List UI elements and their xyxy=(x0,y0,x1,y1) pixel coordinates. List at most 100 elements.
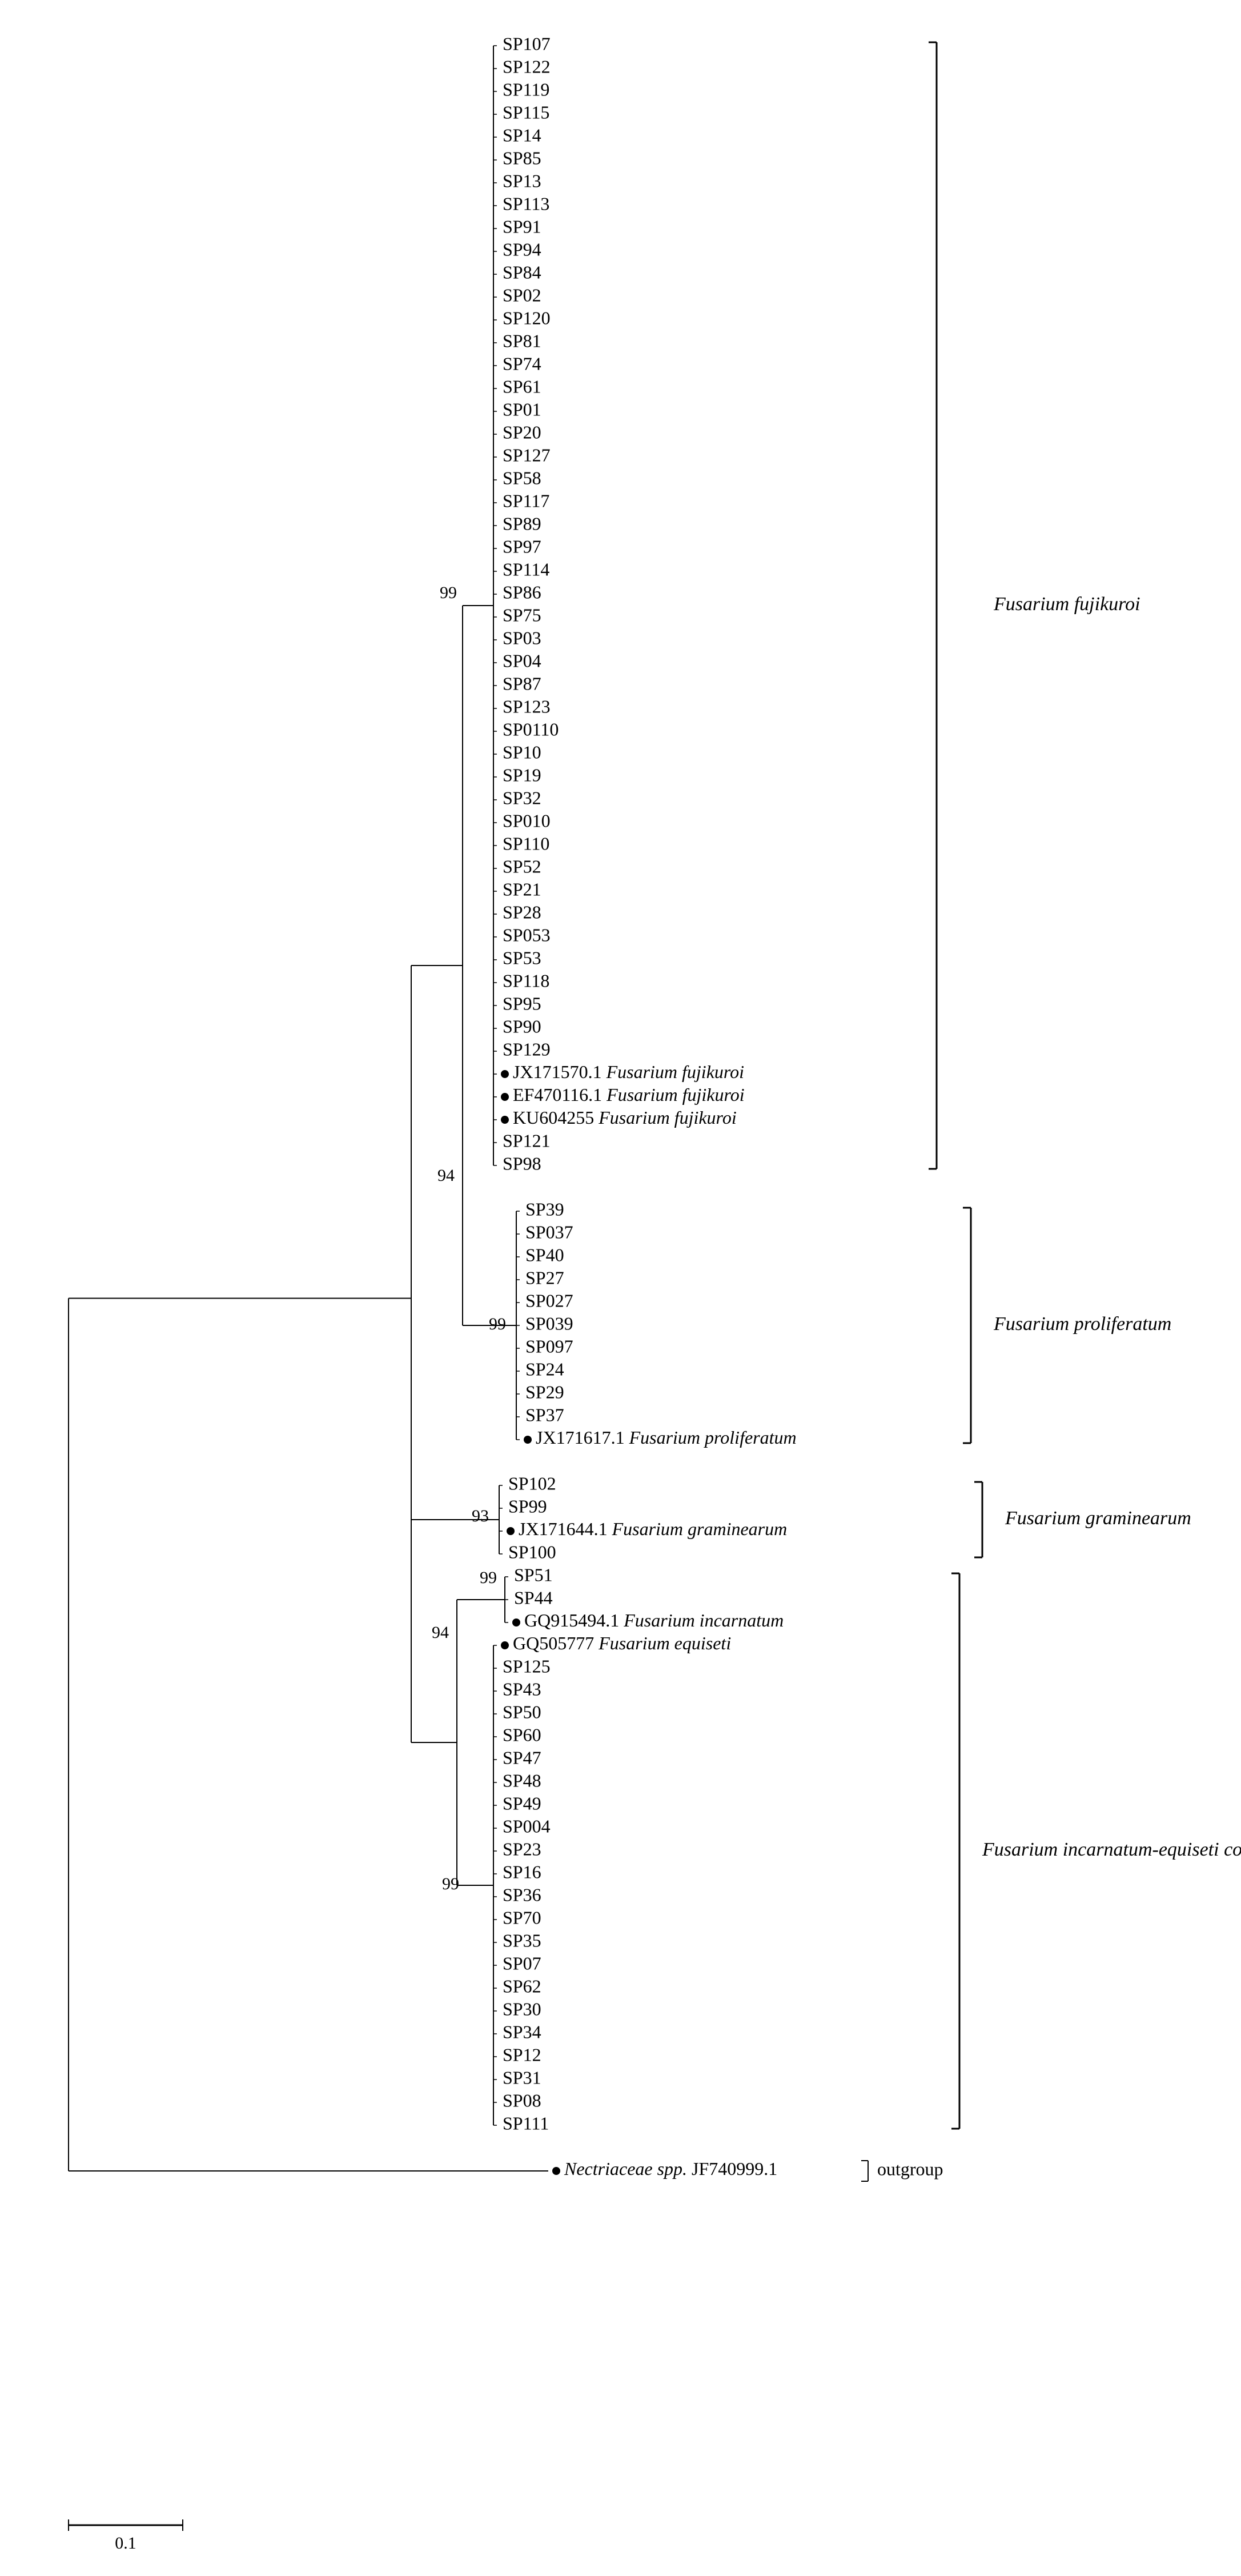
tip-equiseti: SP004 xyxy=(503,1816,551,1836)
tip-fujikuroi: SP85 xyxy=(503,147,541,168)
tip-fujikuroi: SP75 xyxy=(503,604,541,625)
tip-equiseti: SP48 xyxy=(503,1770,541,1790)
tip-outgroup: Nectriaceae spp. JF740999.1 xyxy=(564,2158,777,2179)
tip-equiseti: SP62 xyxy=(503,1976,541,1996)
tip-equiseti: SP31 xyxy=(503,2067,541,2088)
tip-equiseti: SP08 xyxy=(503,2090,541,2110)
tip-graminearum: SP100 xyxy=(508,1541,556,1562)
tip-fujikuroi: SP97 xyxy=(503,536,541,556)
tip-equiseti: SP23 xyxy=(503,1838,541,1859)
tip-fujikuroi: SP89 xyxy=(503,513,541,534)
tip-graminearum: SP102 xyxy=(508,1473,556,1493)
tip-fujikuroi: SP98 xyxy=(503,1153,541,1173)
tip-graminearum: SP99 xyxy=(508,1496,547,1516)
tip-equiseti: SP35 xyxy=(503,1930,541,1950)
tip-fujikuroi: SP107 xyxy=(503,33,551,54)
tip-fujikuroi: SP120 xyxy=(503,307,551,328)
group-label-incarnatum-equiseti: Fusarium incarnatum-equiseti complex xyxy=(982,1839,1241,1860)
group-label-proliferatum: Fusarium proliferatum xyxy=(993,1313,1171,1335)
tip-fujikuroi: SP14 xyxy=(503,125,541,145)
tip-fujikuroi: EF470116.1 Fusarium fujikuroi xyxy=(513,1084,745,1105)
tip-equiseti: SP60 xyxy=(503,1724,541,1745)
tip-fujikuroi: SP58 xyxy=(503,467,541,488)
tip-proliferatum: SP24 xyxy=(525,1359,564,1379)
tip-equiseti: SP70 xyxy=(503,1907,541,1928)
tip-fujikuroi: SP32 xyxy=(503,787,541,808)
scale-bar-label: 0.1 xyxy=(115,2534,136,2553)
tip-fujikuroi: SP0110 xyxy=(503,719,559,739)
bootstrap-value: 94 xyxy=(432,1623,449,1642)
tip-fujikuroi: SP03 xyxy=(503,627,541,648)
tip-proliferatum: SP027 xyxy=(525,1290,573,1311)
tip-equiseti: SP07 xyxy=(503,1953,541,1973)
group-label-fujikuroi: Fusarium fujikuroi xyxy=(993,594,1140,615)
tip-fujikuroi: SP52 xyxy=(503,856,541,876)
tip-equiseti: SP125 xyxy=(503,1656,551,1676)
tip-fujikuroi: SP28 xyxy=(503,902,541,922)
tip-fujikuroi: SP123 xyxy=(503,696,551,716)
tip-fujikuroi: SP110 xyxy=(503,833,549,854)
tip-fujikuroi: SP119 xyxy=(503,79,549,99)
tip-equiseti: SP50 xyxy=(503,1701,541,1722)
tip-equiseti: SP47 xyxy=(503,1747,541,1768)
tip-equiseti: SP12 xyxy=(503,2044,541,2065)
tip-equiseti: SP43 xyxy=(503,1678,541,1699)
tip-fujikuroi: SP95 xyxy=(503,993,541,1013)
tip-proliferatum: SP037 xyxy=(525,1221,573,1242)
tip-equiseti: SP16 xyxy=(503,1861,541,1882)
group-label-outgroup: outgroup xyxy=(877,2158,943,2179)
tip-fujikuroi: SP13 xyxy=(503,170,541,191)
tip-fujikuroi: SP10 xyxy=(503,742,541,762)
bootstrap-value: 94 xyxy=(437,1166,455,1185)
tip-fujikuroi: SP04 xyxy=(503,650,541,671)
tip-fujikuroi: SP01 xyxy=(503,399,541,419)
tip-fujikuroi: SP87 xyxy=(503,673,541,694)
tip-fujikuroi: SP91 xyxy=(503,216,541,237)
tip-graminearum: JX171644.1 Fusarium graminearum xyxy=(519,1519,787,1539)
tip-fujikuroi: KU604255 Fusarium fujikuroi xyxy=(513,1107,737,1128)
tip-fujikuroi: SP20 xyxy=(503,422,541,442)
tip-proliferatum: SP27 xyxy=(525,1267,564,1288)
tip-equiseti: SP49 xyxy=(503,1793,541,1813)
tip-proliferatum: SP039 xyxy=(525,1313,573,1333)
tip-fujikuroi: SP86 xyxy=(503,582,541,602)
tip-fujikuroi: SP84 xyxy=(503,262,541,282)
tip-equiseti: SP34 xyxy=(503,2021,541,2042)
tip-fujikuroi: SP81 xyxy=(503,330,541,351)
tip-proliferatum: SP37 xyxy=(525,1404,564,1425)
tip-fujikuroi: SP114 xyxy=(503,559,549,579)
bootstrap-value: 99 xyxy=(489,1315,506,1333)
tip-fujikuroi: SP010 xyxy=(503,810,551,831)
tip-fujikuroi: SP118 xyxy=(503,970,549,991)
group-label-graminearum: Fusarium graminearum xyxy=(1005,1508,1191,1529)
tip-proliferatum: SP40 xyxy=(525,1244,564,1265)
phylogenetic-tree: SP107SP122SP119SP115SP14SP85SP13SP113SP9… xyxy=(0,0,1241,2576)
tip-fujikuroi: SP21 xyxy=(503,879,541,899)
tip-fujikuroi: SP94 xyxy=(503,239,541,259)
tip-fujikuroi: SP053 xyxy=(503,924,551,945)
tip-fujikuroi: JX171570.1 Fusarium fujikuroi xyxy=(513,1061,744,1082)
tip-fujikuroi: SP02 xyxy=(503,285,541,305)
tip-proliferatum: SP29 xyxy=(525,1381,564,1402)
bootstrap-value: 99 xyxy=(440,583,457,602)
tip-fujikuroi: SP121 xyxy=(503,1130,551,1151)
tip-fujikuroi: SP129 xyxy=(503,1039,551,1059)
tip-incarnatum: GQ915494.1 Fusarium incarnatum xyxy=(524,1610,784,1630)
tip-fujikuroi: SP74 xyxy=(503,353,541,374)
tip-fujikuroi: SP127 xyxy=(503,444,551,465)
tip-equiseti: SP111 xyxy=(503,2113,549,2133)
bootstrap-value: 99 xyxy=(480,1568,497,1587)
tip-proliferatum: SP39 xyxy=(525,1199,564,1219)
tip-fujikuroi: SP53 xyxy=(503,947,541,968)
tip-equiseti: SP30 xyxy=(503,1998,541,2019)
tip-equiseti: SP36 xyxy=(503,1884,541,1905)
tip-fujikuroi: SP113 xyxy=(503,193,549,214)
tip-incarnatum: SP44 xyxy=(514,1587,553,1608)
tip-fujikuroi: SP115 xyxy=(503,102,549,122)
tip-incarnatum: SP51 xyxy=(514,1564,553,1585)
tip-fujikuroi: SP61 xyxy=(503,376,541,396)
bootstrap-value: 93 xyxy=(472,1507,489,1525)
tip-proliferatum: JX171617.1 Fusarium proliferatum xyxy=(536,1427,797,1448)
tip-fujikuroi: SP122 xyxy=(503,56,551,77)
tip-equiseti: GQ505777 Fusarium equiseti xyxy=(513,1633,731,1653)
